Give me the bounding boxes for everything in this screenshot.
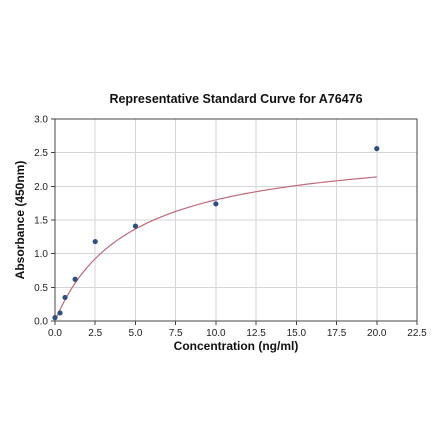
data-point bbox=[92, 238, 98, 245]
data-point bbox=[213, 201, 219, 207]
curve-layer bbox=[54, 176, 377, 322]
x-tick-label: 10.0 bbox=[206, 328, 226, 339]
y-tick-label: 1.0 bbox=[34, 249, 48, 260]
x-axis-label: Concentration (ng/ml) bbox=[174, 339, 299, 353]
chart-title: Representative Standard Curve for A76476 bbox=[109, 92, 362, 106]
y-tick-label: 2.0 bbox=[34, 182, 48, 193]
x-tick-label: 7.5 bbox=[169, 328, 183, 339]
data-point bbox=[57, 310, 63, 316]
x-tick-label: 22.5 bbox=[407, 328, 427, 339]
x-tick-label: 17.5 bbox=[327, 328, 347, 339]
data-point bbox=[374, 146, 380, 152]
y-tick-label: 0.0 bbox=[34, 317, 48, 328]
y-axis-label: Absorbance (450nm) bbox=[13, 161, 27, 280]
x-tick-label: 12.5 bbox=[246, 328, 266, 339]
data-point bbox=[52, 315, 58, 321]
fit-curve-line bbox=[54, 176, 377, 322]
y-tick-label: 1.5 bbox=[34, 216, 48, 227]
x-tick-label: 15.0 bbox=[287, 328, 307, 339]
x-tick-label: 2.5 bbox=[88, 328, 102, 339]
data-point bbox=[72, 276, 78, 282]
y-tick-label: 0.5 bbox=[34, 283, 48, 294]
point-layer bbox=[52, 146, 380, 321]
y-tick-label: 3.0 bbox=[34, 115, 48, 126]
data-point bbox=[132, 223, 139, 229]
grid-layer bbox=[54, 118, 418, 322]
x-tick-label: 20.0 bbox=[367, 328, 387, 339]
y-tick-label: 2.5 bbox=[34, 148, 48, 159]
data-point bbox=[62, 294, 68, 301]
x-tick-label: 5.0 bbox=[128, 328, 142, 339]
tick-layer: 0.0 2.5 5.0 7.5 10.0 12.5 15.0 17.5 20.0 22.5 0.0 0… bbox=[34, 115, 427, 340]
x-tick-label: 0.0 bbox=[48, 328, 62, 339]
